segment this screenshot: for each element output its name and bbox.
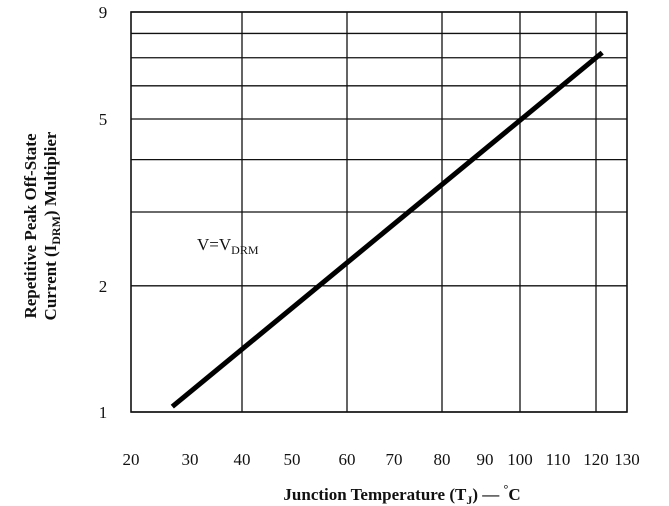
- y-tick-labels: 1 2 5 9: [99, 3, 108, 422]
- annotation-label: V=VDRM: [197, 235, 259, 257]
- x-axis-title: Junction Temperature (TJ) — °C: [283, 482, 520, 506]
- x-tick-label: 130: [614, 450, 640, 469]
- series-line: [170, 50, 604, 409]
- x-tick-label: 90: [477, 450, 494, 469]
- y-tick-label: 1: [99, 403, 108, 422]
- x-tick-label: 100: [507, 450, 533, 469]
- x-tick-label: 110: [546, 450, 571, 469]
- plot-frame: [130, 11, 628, 413]
- x-tick-label: 60: [339, 450, 356, 469]
- x-tick-labels: 20 30 40 50 60 70 80 90 100 110 120 130: [123, 450, 640, 469]
- x-tick-label: 70: [386, 450, 403, 469]
- x-gridlines: [241, 12, 597, 412]
- y-tick-label: 9: [99, 3, 108, 22]
- y-tick-label: 2: [99, 277, 108, 296]
- x-tick-label: 120: [583, 450, 609, 469]
- x-tick-label: 50: [284, 450, 301, 469]
- x-tick-label: 30: [182, 450, 199, 469]
- x-tick-label: 40: [234, 450, 251, 469]
- x-tick-label: 20: [123, 450, 140, 469]
- y-axis-title-line1: Repetitive Peak Off-State: [21, 133, 40, 319]
- series-layer: [170, 50, 604, 409]
- x-tick-label: 80: [434, 450, 451, 469]
- y-axis-title-line2: Current (IDRM) Multiplier: [41, 131, 63, 320]
- y-axis-title: Repetitive Peak Off-State Current (IDRM)…: [21, 131, 63, 320]
- y-gridlines: [131, 11, 627, 413]
- y-tick-label: 5: [99, 110, 108, 129]
